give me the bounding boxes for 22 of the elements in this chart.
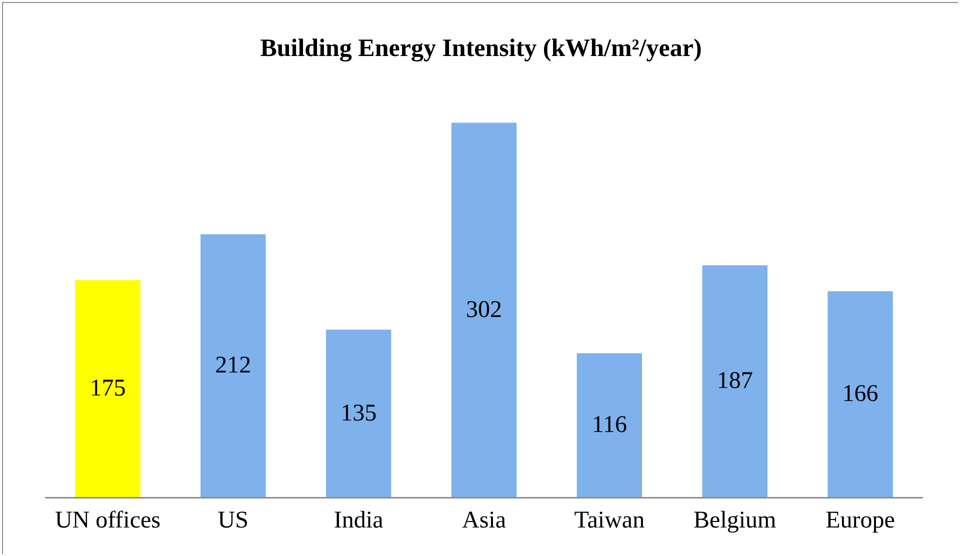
data-label: 187 [716,368,753,394]
data-label: 212 [215,352,252,379]
data-label: 135 [340,400,377,426]
x-tick-label: Asia [462,507,506,534]
data-label: 166 [842,381,878,408]
chart-title: Building Energy Intensity (kWh/m²/year) [260,34,702,62]
x-tick-label: Europe [826,507,895,534]
x-tick-label: UN offices [54,507,160,534]
x-tick-label: Belgium [694,507,777,534]
bar [200,234,266,497]
data-label: 116 [592,412,627,438]
data-label: 175 [90,376,126,402]
bar [702,265,768,497]
data-label: 302 [466,296,502,323]
x-tick-label: India [334,507,384,534]
x-tick-label: US [218,507,248,534]
bar [75,280,140,497]
x-tick-label: Taiwan [574,507,645,534]
bar [828,291,893,497]
bar [451,122,517,497]
bar [326,330,392,497]
bar [576,353,642,497]
